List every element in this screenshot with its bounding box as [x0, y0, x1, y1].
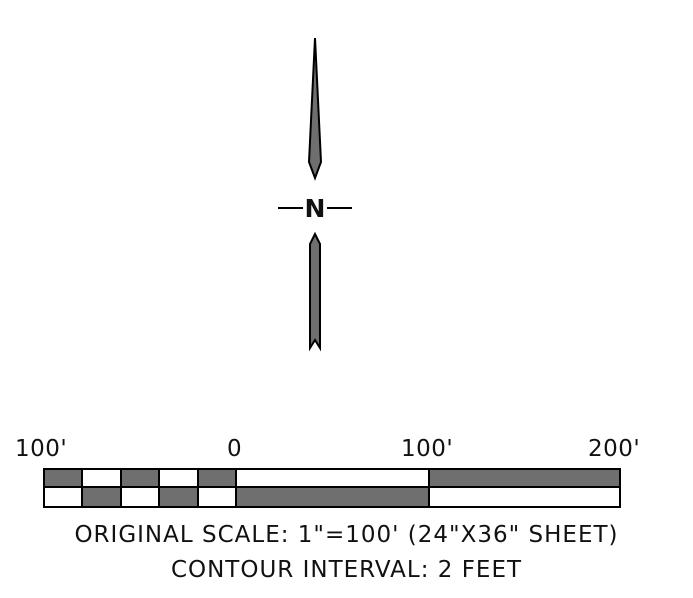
scale-tick-label-left-100: 100'	[15, 436, 68, 462]
scale-tick-label-0: 0	[227, 436, 243, 462]
north-arrow-upper-spear	[307, 37, 323, 181]
north-arrow	[278, 37, 352, 352]
scale-segment-bottom-5	[197, 486, 237, 508]
scale-segment-bottom-2	[81, 486, 122, 508]
scale-segment-top-1	[43, 468, 83, 488]
scale-tick-label-right-100: 100'	[401, 436, 454, 462]
scale-segment-bottom-6	[235, 486, 430, 508]
scale-segment-top-4	[158, 468, 199, 488]
scale-segment-bottom-7	[428, 486, 621, 508]
graphic-scale-bar	[43, 468, 621, 508]
scale-segment-bottom-3	[120, 486, 160, 508]
scale-segment-top-7	[428, 468, 621, 488]
scale-caption: ORIGINAL SCALE: 1"=100' (24"X36" SHEET)	[74, 522, 619, 548]
scale-tick-label-200: 200'	[588, 436, 641, 462]
scale-segment-top-6	[235, 468, 430, 488]
north-letter: N	[304, 194, 326, 223]
scale-segment-top-3	[120, 468, 160, 488]
scale-segment-top-5	[197, 468, 237, 488]
scale-segment-bottom-4	[158, 486, 199, 508]
scale-segment-bottom-1	[43, 486, 83, 508]
contour-interval-caption: CONTOUR INTERVAL: 2 FEET	[170, 557, 523, 583]
north-arrow-lower-shaft	[309, 231, 321, 352]
scale-segment-top-2	[81, 468, 122, 488]
